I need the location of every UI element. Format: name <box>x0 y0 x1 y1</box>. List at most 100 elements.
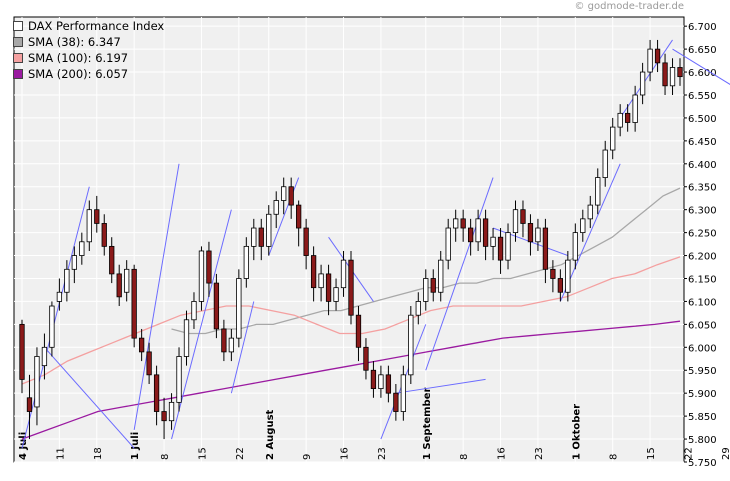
candle <box>595 168 601 215</box>
candle-body <box>168 401 175 422</box>
candle-body <box>273 200 279 215</box>
candle <box>146 342 152 385</box>
candle-body <box>557 278 564 293</box>
candle-body <box>198 250 205 302</box>
legend-swatch-sma200 <box>13 69 23 79</box>
candle-body <box>505 232 511 261</box>
trend-line <box>21 186 90 449</box>
candle-body <box>378 374 384 389</box>
legend-swatch-sma38 <box>13 37 23 47</box>
candle-body <box>213 282 220 330</box>
trend-line <box>230 301 255 394</box>
candle <box>385 365 392 403</box>
candle <box>273 191 279 229</box>
candle <box>288 177 294 219</box>
candle-body <box>497 236 504 261</box>
candle <box>654 39 661 73</box>
candle-body <box>400 374 406 412</box>
candle-body <box>266 213 272 247</box>
candle-body <box>482 218 489 247</box>
candle <box>26 374 33 440</box>
candle <box>475 209 481 251</box>
candle <box>572 223 578 270</box>
candle-body <box>86 209 92 243</box>
watermark: © godmode-trader.de <box>574 1 685 12</box>
candle <box>400 365 406 421</box>
candle <box>677 58 683 86</box>
candle <box>94 195 100 233</box>
x-tick-label: 1 Oktober <box>571 404 582 460</box>
candle <box>34 347 40 426</box>
candle-body <box>34 356 40 408</box>
x-tick-label: 23 <box>534 447 545 460</box>
y-tick-label: 5.800 <box>688 435 717 446</box>
candle <box>535 218 541 251</box>
candle-body <box>243 245 249 279</box>
candle <box>617 104 623 137</box>
y-tick-label: 6.550 <box>688 91 717 102</box>
candle <box>355 306 362 362</box>
candle <box>639 62 646 105</box>
candle <box>325 264 332 316</box>
candle <box>587 195 593 229</box>
legend-swatch-dax <box>13 21 23 31</box>
candle-body <box>56 291 63 302</box>
y-tick-label: 6.150 <box>688 274 717 285</box>
candle <box>378 365 384 398</box>
candle <box>565 250 571 302</box>
candle-body <box>303 227 309 256</box>
legend-label-sma38: SMA (38): 6.347 <box>28 35 121 49</box>
candle <box>228 328 235 362</box>
trend-line <box>672 48 730 85</box>
y-tick-label: 6.250 <box>688 229 717 240</box>
candle <box>438 250 444 302</box>
candle-body <box>490 236 496 247</box>
candle-body <box>116 273 122 298</box>
candle-body <box>423 278 429 302</box>
candle <box>453 209 459 242</box>
candle-body <box>438 259 444 293</box>
y-tick-label: 6.500 <box>688 114 717 125</box>
candle <box>497 228 504 274</box>
candle-body <box>460 218 466 229</box>
candle <box>348 250 354 325</box>
candle <box>340 250 347 297</box>
candle <box>423 269 429 311</box>
candle-body <box>654 48 661 64</box>
candle <box>124 260 130 302</box>
candle <box>101 214 107 256</box>
x-tick-label: 23 <box>377 447 388 460</box>
candle <box>542 218 549 284</box>
candle <box>527 214 534 256</box>
x-tick-label: 4 Juli <box>18 432 29 460</box>
y-tick-label: 5.900 <box>688 389 717 400</box>
x-tick-label: 1 September <box>422 387 433 460</box>
x-tick-label: 15 <box>646 447 657 460</box>
candle <box>19 319 25 394</box>
candle <box>41 333 48 380</box>
candle <box>266 205 272 256</box>
candle-body <box>71 255 77 270</box>
x-tick-label: 18 <box>93 447 104 460</box>
candle-body <box>296 204 302 229</box>
candle <box>131 264 137 348</box>
trend-line <box>44 346 135 449</box>
candle <box>550 260 556 293</box>
x-tick-label: 8 <box>160 454 171 460</box>
candle-body <box>131 268 137 339</box>
candle <box>176 347 182 412</box>
candle-body <box>580 218 586 234</box>
candle <box>86 200 92 251</box>
candle <box>445 218 451 270</box>
candle-body <box>206 250 212 284</box>
y-tick-label: 6.700 <box>688 22 717 33</box>
candle-body <box>161 411 167 422</box>
candle-body <box>512 209 519 234</box>
candle-body <box>251 227 257 247</box>
legend-swatch-sma100 <box>13 53 23 63</box>
candle-body <box>109 245 115 275</box>
candle-body <box>632 94 638 123</box>
y-tick-label: 6.300 <box>688 206 717 217</box>
candle <box>482 209 489 261</box>
trend-line <box>619 39 673 119</box>
